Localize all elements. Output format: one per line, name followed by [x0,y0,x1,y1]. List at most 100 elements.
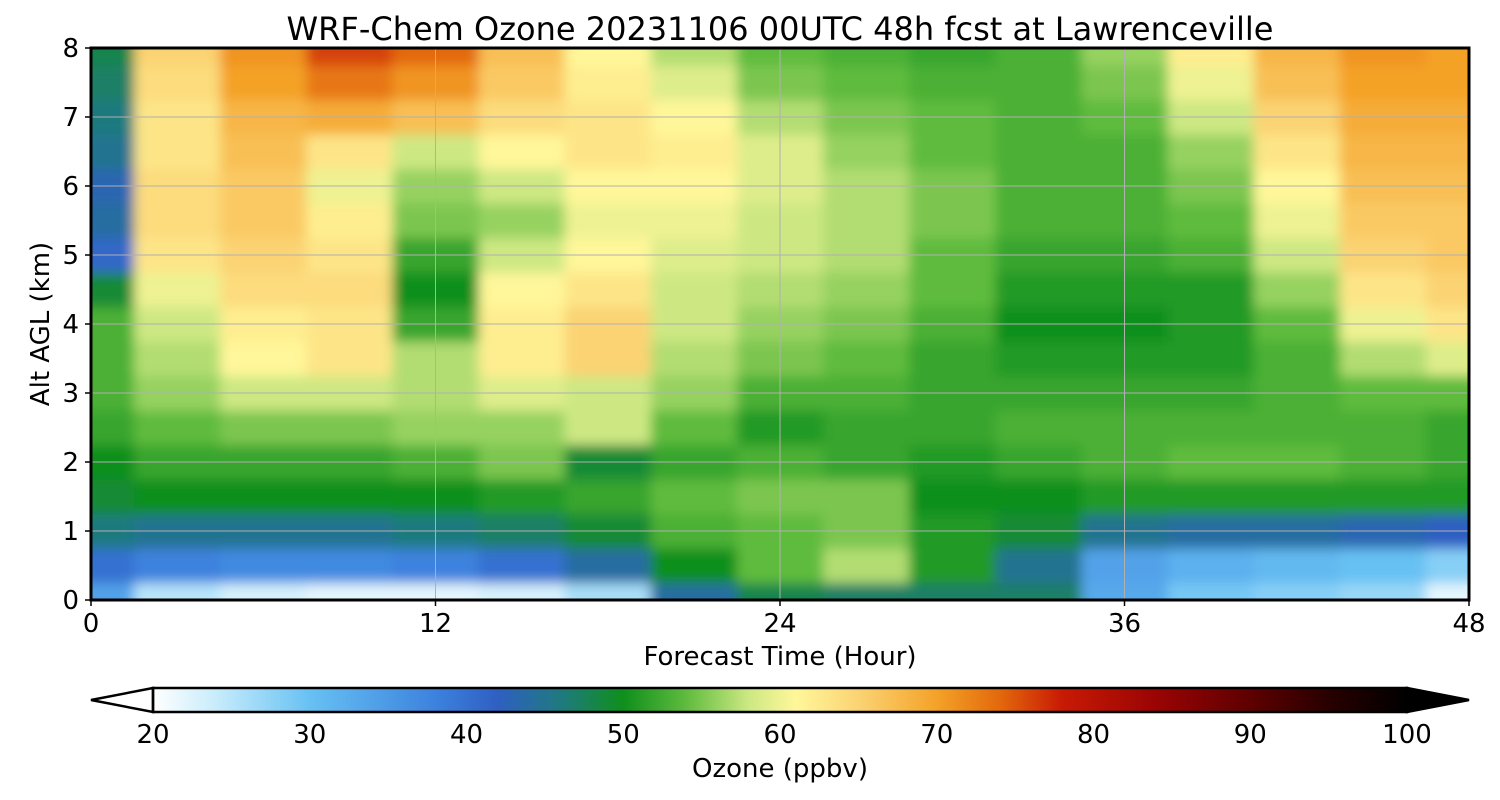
colorbar-tick-label: 80 [1077,720,1110,750]
colorbar-tick-label: 40 [450,720,483,750]
heatmap-cell [91,272,135,308]
heatmap-cell [823,203,910,239]
heatmap-cell [823,48,910,66]
heatmap-cell [1339,65,1427,101]
heatmap-cell [478,65,566,101]
heatmap-cell [564,479,652,515]
heatmap-cell [564,134,652,170]
heatmap-cell [995,341,1082,377]
heatmap-cell [823,272,910,308]
heatmap-cell [909,134,996,170]
heatmap-cell [995,134,1082,170]
heatmap-cell [1167,582,1255,600]
heatmap-cell [134,48,221,66]
y-tick-label: 7 [62,103,79,133]
heatmap-cell [995,203,1082,239]
heatmap-cell [564,203,652,239]
heatmap-cell [650,341,738,377]
heatmap-cell [1253,582,1341,600]
x-tick-label: 48 [1452,609,1485,639]
colorbar-tick-label: 30 [293,720,326,750]
heatmap-cell [1167,410,1255,446]
heatmap-cell [1339,272,1427,308]
heatmap-cell [564,582,652,600]
heatmap-cell [909,410,996,446]
heatmap-cell [220,48,307,66]
heatmap-cell [306,410,393,446]
heatmap-cell [909,582,996,600]
heatmap-cell [1425,479,1469,515]
heatmap-cell [1339,410,1427,446]
heatmap-cell [1253,479,1341,515]
heatmap-cell [91,203,135,239]
heatmap-cell [1167,272,1255,308]
heatmap-cell [220,479,307,515]
heatmap-cell [823,410,910,446]
heatmap-cell [1425,48,1469,66]
heatmap-cell [995,410,1082,446]
heatmap-cell [909,203,996,239]
heatmap-cell [823,134,910,170]
heatmap-cell [91,582,135,600]
gridlines [91,48,1469,600]
heatmap-cell [306,65,393,101]
heatmap-cell [650,203,738,239]
heatmap-cell [1167,479,1255,515]
heatmap-cell [909,65,996,101]
heatmap-cell [564,410,652,446]
heatmap-cell [478,203,566,239]
heatmap-cell [306,203,393,239]
heatmap-cell [564,65,652,101]
heatmap-cell [134,203,221,239]
heatmap-cell [134,134,221,170]
heatmap-cell [1425,203,1469,239]
heatmap-cell [1339,134,1427,170]
colorbar-label: Ozone (ppbv) [692,754,868,784]
colorbar-tick-label: 50 [607,720,640,750]
colorbar-tick-label: 60 [763,720,796,750]
colorbar-tick-label: 20 [136,720,169,750]
heatmap-cell [995,272,1082,308]
heatmap-cell [306,134,393,170]
plot-area [89,46,1471,602]
heatmap-cell [134,65,221,101]
heatmap-cell [1339,48,1427,66]
heatmap-cell [1339,582,1427,600]
heatmap-cell [220,548,307,584]
heatmap-cell [1253,134,1341,170]
y-tick-label: 8 [62,34,79,64]
heatmap-cell [306,582,393,600]
heatmap-cell [650,134,738,170]
heatmap-cell [478,582,566,600]
heatmap-cell [564,341,652,377]
heatmap-cell [1339,203,1427,239]
heatmap-cell [909,48,996,66]
heatmap-cell [220,65,307,101]
heatmap-cell [91,134,135,170]
y-tick-label: 0 [62,586,79,616]
heatmap-cell [91,341,135,377]
heatmap-cell [220,582,307,600]
y-tick-label: 1 [62,517,79,547]
colorbar-min-extension [90,686,155,714]
y-axis-ticks: 0 1 2 3 4 5 6 7 8 [62,34,91,616]
heatmap-cell [1425,272,1469,308]
heatmap-cell [1339,548,1427,584]
heatmap-cell [478,48,566,66]
x-axis-ticks: 0 12 24 36 48 [83,600,1486,639]
heatmap-cell [220,134,307,170]
y-tick-label: 5 [62,241,79,271]
heatmap-cell [564,48,652,66]
heatmap-cell [1167,548,1255,584]
x-tick-label: 12 [419,609,452,639]
heatmap-cell [91,479,135,515]
heatmap-cell [909,548,996,584]
heatmap-cell [134,582,221,600]
heatmap-cell [1339,341,1427,377]
heatmap-cell [1425,341,1469,377]
heatmap-cell [1425,582,1469,600]
heatmap-cell [478,341,566,377]
heatmap-cell [995,582,1082,600]
heatmap-cell [478,548,566,584]
